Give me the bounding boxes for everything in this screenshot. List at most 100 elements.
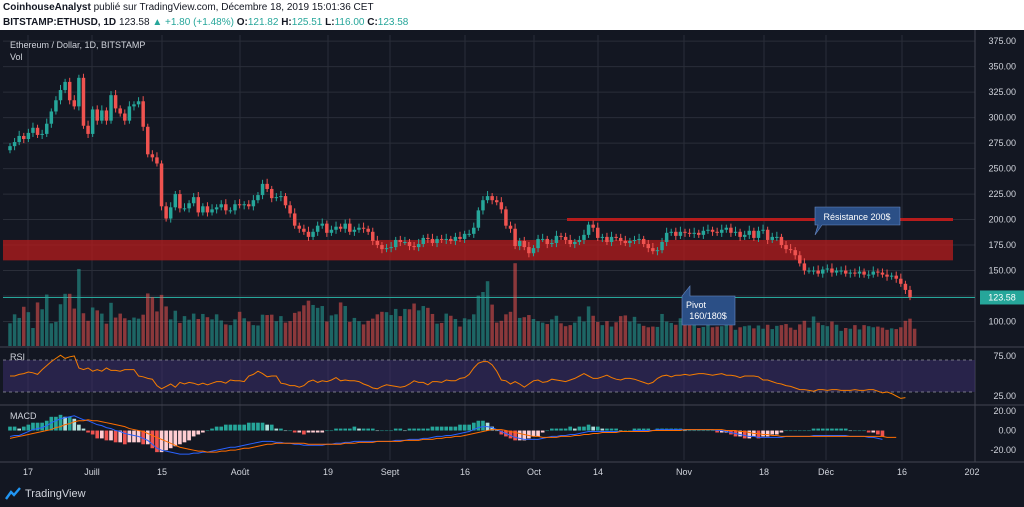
- volume-bar: [876, 326, 880, 346]
- macd-histogram-bar: [453, 426, 458, 431]
- candle-body: [12, 142, 17, 147]
- close-value: 123.58: [377, 17, 409, 28]
- candle-body: [779, 236, 784, 246]
- volume-bar: [375, 314, 380, 346]
- volume-bar: [802, 320, 807, 346]
- candle-body: [715, 231, 719, 233]
- candle-body: [710, 229, 715, 232]
- candle-body: [40, 133, 44, 135]
- macd-histogram-bar: [843, 428, 848, 431]
- volume-bar: [733, 329, 738, 346]
- volume-bar: [761, 328, 765, 346]
- candle-body: [31, 127, 35, 133]
- candle-body: [527, 247, 531, 254]
- tradingview-logo[interactable]: TradingView: [5, 487, 86, 501]
- candle-body: [605, 236, 609, 242]
- volume-bar: [692, 324, 696, 346]
- candle-body: [141, 101, 145, 127]
- x-axis-label: 19: [323, 467, 333, 477]
- x-axis-label: Sept: [381, 467, 400, 477]
- candle-body: [311, 231, 315, 237]
- macd-histogram-bar: [435, 426, 439, 431]
- macd-histogram-bar: [807, 430, 811, 432]
- volume-bar: [302, 305, 306, 346]
- macd-histogram-bar: [403, 430, 407, 432]
- volume-bar: [146, 293, 150, 346]
- macd-histogram-bar: [205, 430, 210, 432]
- volume-bar: [412, 303, 416, 346]
- macd-histogram-bar: [467, 424, 472, 431]
- candle-body: [807, 270, 811, 272]
- candle-body: [265, 183, 269, 189]
- candle-body: [908, 289, 912, 298]
- volume-bar: [531, 319, 536, 346]
- volume-bar: [747, 325, 752, 346]
- chart-legend-title: Ethereum / Dollar, 1D, BITSTAMP: [10, 40, 146, 50]
- volume-bar: [807, 327, 811, 346]
- macd-histogram-bar: [77, 424, 81, 431]
- candle-body: [159, 163, 164, 207]
- macd-histogram-bar: [719, 430, 724, 433]
- macd-histogram-bar: [334, 428, 338, 431]
- open-value: 121.82: [247, 17, 279, 28]
- volume-bar: [862, 325, 866, 346]
- candle-body: [651, 248, 655, 252]
- volume-bar: [269, 314, 274, 346]
- volume-bar: [214, 314, 219, 346]
- volume-bar: [788, 327, 793, 346]
- macd-histogram-bar: [54, 416, 58, 431]
- macd-line: [9, 415, 883, 455]
- macd-histogram-bar: [132, 430, 136, 443]
- macd-histogram-bar: [637, 428, 641, 431]
- candle-body: [214, 207, 219, 210]
- volume-bar: [793, 329, 797, 346]
- x-axis-label: Déc: [818, 467, 835, 477]
- candle-body: [586, 224, 591, 235]
- candle-body: [618, 237, 623, 241]
- volume-bar: [742, 326, 747, 346]
- candle-body: [485, 196, 490, 201]
- macd-histogram-bar: [839, 428, 843, 431]
- volume-bar: [485, 281, 490, 346]
- candle-body: [568, 239, 572, 245]
- candle-body: [260, 183, 265, 196]
- rsi-legend: RSI: [10, 352, 26, 362]
- candle-body: [146, 126, 150, 155]
- volume-bar: [315, 307, 320, 346]
- candle-body: [435, 238, 439, 244]
- macd-histogram-bar: [476, 420, 481, 431]
- macd-histogram-bar: [550, 428, 554, 431]
- macd-histogram-bar: [26, 424, 31, 431]
- candle-body: [44, 123, 49, 134]
- macd-histogram-bar: [256, 422, 260, 431]
- macd-histogram-bar: [288, 430, 292, 432]
- volume-bar: [292, 312, 297, 346]
- candle-body: [315, 225, 320, 232]
- candle-body: [742, 234, 747, 237]
- price-tick-label: 325.00: [988, 87, 1016, 97]
- macd-histogram-bar: [265, 424, 269, 431]
- macd-histogram-bar: [706, 430, 710, 432]
- candle-body: [191, 197, 196, 204]
- candle-body: [127, 106, 132, 121]
- macd-histogram-bar: [853, 430, 857, 432]
- macd-histogram-bar: [21, 426, 26, 431]
- macd-histogram-bar: [214, 426, 219, 431]
- volume-bar: [710, 327, 715, 346]
- volume-bar: [655, 326, 660, 346]
- macd-histogram-bar: [563, 428, 568, 431]
- candle-body: [770, 236, 774, 240]
- candle-body: [297, 225, 302, 229]
- x-axis-label: 14: [593, 467, 603, 477]
- candle-body: [352, 229, 357, 232]
- chart-area[interactable]: 17 Juill 15 Août 19 Sept 16 Oct 14 Nov 18 Déc 16 202 3…: [0, 30, 1024, 482]
- macd-histogram-bar: [595, 426, 600, 431]
- candle-body: [903, 283, 908, 290]
- macd-histogram-bar: [292, 430, 297, 433]
- macd-histogram-bar: [347, 428, 352, 431]
- volume-bar: [320, 306, 324, 346]
- volume-bar: [674, 324, 678, 346]
- volume-bar: [104, 323, 109, 346]
- volume-bar: [81, 313, 86, 346]
